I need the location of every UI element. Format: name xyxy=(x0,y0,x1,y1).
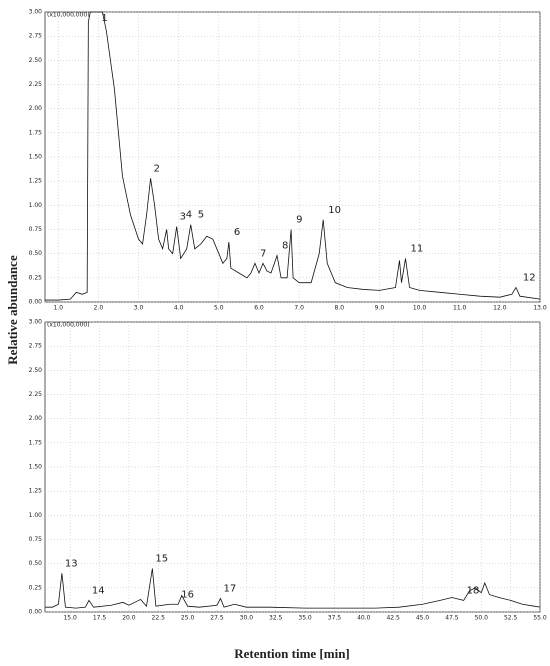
peak-label: 11 xyxy=(411,244,424,255)
y-tick-label: 2.25 xyxy=(29,81,43,88)
x-tick-label: 25.0 xyxy=(181,615,195,622)
peak-label: 1 xyxy=(101,13,107,24)
y-tick-label: 2.25 xyxy=(29,391,43,398)
x-tick-label: 5.0 xyxy=(214,305,224,312)
x-tick-label: 2.0 xyxy=(94,305,104,312)
y-tick-label: 1.50 xyxy=(29,464,43,471)
y-tick-label: 2.75 xyxy=(29,33,43,40)
y-tick-label: 1.50 xyxy=(29,154,43,161)
y-tick-label: 3.00 xyxy=(29,9,43,16)
y-axis-label: Relative abundance xyxy=(5,255,20,365)
y-tick-label: 0.75 xyxy=(29,536,43,543)
y-tick-label: 1.00 xyxy=(29,202,43,209)
x-tick-label: 35.0 xyxy=(298,615,312,622)
x-tick-label: 55.0 xyxy=(533,615,547,622)
x-tick-label: 42.5 xyxy=(386,615,400,622)
x-tick-label: 27.5 xyxy=(210,615,224,622)
x-tick-label: 6.0 xyxy=(254,305,264,312)
x-tick-label: 37.5 xyxy=(328,615,342,622)
x-tick-label: 4.0 xyxy=(174,305,184,312)
x-tick-label: 22.5 xyxy=(152,615,166,622)
x-tick-label: 50.0 xyxy=(475,615,489,622)
y-tick-label: 0.50 xyxy=(29,560,43,567)
peak-label: 13 xyxy=(65,558,78,569)
x-tick-label: 15.0 xyxy=(63,615,77,622)
y-tick-label: 2.50 xyxy=(29,367,43,374)
y-tick-label: 2.75 xyxy=(29,343,43,350)
y-tick-label: 1.25 xyxy=(29,488,43,495)
scale-note: (x10,000,000) xyxy=(47,12,90,19)
x-tick-label: 11.0 xyxy=(453,305,467,312)
x-tick-label: 52.5 xyxy=(504,615,518,622)
x-tick-label: 17.5 xyxy=(93,615,107,622)
y-tick-label: 2.00 xyxy=(29,415,43,422)
x-tick-label: 12.0 xyxy=(493,305,507,312)
peak-label: 5 xyxy=(198,210,204,221)
y-tick-label: 0.75 xyxy=(29,226,43,233)
peak-label: 12 xyxy=(523,273,536,284)
y-tick-label: 0.50 xyxy=(29,250,43,257)
peak-label: 18 xyxy=(467,585,480,596)
peak-label: 2 xyxy=(154,163,160,174)
x-tick-label: 13.0 xyxy=(533,305,547,312)
y-tick-label: 1.75 xyxy=(29,439,43,446)
x-tick-label: 3.0 xyxy=(134,305,144,312)
y-tick-label: 1.75 xyxy=(29,129,43,136)
peak-label: 7 xyxy=(260,248,266,259)
peak-label: 9 xyxy=(296,215,302,226)
y-tick-label: 0.25 xyxy=(29,274,43,281)
peak-label: 6 xyxy=(234,227,240,238)
x-tick-label: 8.0 xyxy=(334,305,344,312)
y-tick-label: 1.25 xyxy=(29,178,43,185)
x-tick-label: 32.5 xyxy=(269,615,283,622)
peak-label: 10 xyxy=(328,205,341,216)
x-axis-label: Retention time [min] xyxy=(234,646,350,661)
y-tick-label: 1.00 xyxy=(29,512,43,519)
y-tick-label: 2.50 xyxy=(29,57,43,64)
peak-label: 15 xyxy=(155,554,168,565)
trace xyxy=(45,568,541,609)
x-tick-label: 30.0 xyxy=(240,615,254,622)
x-tick-label: 47.5 xyxy=(445,615,459,622)
x-tick-label: 7.0 xyxy=(294,305,304,312)
peak-label: 3 xyxy=(180,212,186,223)
peak-label: 16 xyxy=(181,589,194,600)
peak-label: 14 xyxy=(92,585,105,596)
y-tick-label: 0.00 xyxy=(29,299,43,306)
y-tick-label: 2.00 xyxy=(29,105,43,112)
trace xyxy=(45,11,541,301)
x-tick-label: 20.0 xyxy=(122,615,136,622)
peak-label: 4 xyxy=(186,210,192,221)
x-tick-label: 40.0 xyxy=(357,615,371,622)
x-tick-label: 45.0 xyxy=(416,615,430,622)
y-tick-label: 0.00 xyxy=(29,609,43,616)
scale-note: (x10,000,000) xyxy=(47,322,90,329)
x-tick-label: 1.0 xyxy=(53,305,63,312)
x-tick-label: 10.0 xyxy=(413,305,427,312)
peak-label: 17 xyxy=(223,583,236,594)
y-tick-label: 3.00 xyxy=(29,319,43,326)
x-tick-label: 9.0 xyxy=(375,305,385,312)
y-tick-label: 0.25 xyxy=(29,584,43,591)
peak-label: 8 xyxy=(282,241,288,252)
